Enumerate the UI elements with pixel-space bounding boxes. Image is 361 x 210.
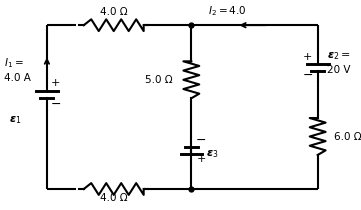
Text: $I_2 = 4.0$: $I_2 = 4.0$ <box>208 5 246 18</box>
Text: +: + <box>197 154 206 164</box>
Text: −: − <box>196 134 207 147</box>
Text: 20 V: 20 V <box>327 65 350 75</box>
Text: 4.0 A: 4.0 A <box>4 73 30 83</box>
Text: +: + <box>303 52 312 62</box>
Text: +: + <box>51 78 61 88</box>
Text: 4.0 Ω: 4.0 Ω <box>100 193 127 203</box>
Text: 4.0 Ω: 4.0 Ω <box>100 7 127 17</box>
Text: $\boldsymbol{\epsilon}_3$: $\boldsymbol{\epsilon}_3$ <box>206 148 218 160</box>
Text: $\boldsymbol{\epsilon}_1$: $\boldsymbol{\epsilon}_1$ <box>9 114 22 126</box>
Text: 6.0 Ω: 6.0 Ω <box>334 131 361 142</box>
Text: −: − <box>51 97 61 110</box>
Text: 5.0 Ω: 5.0 Ω <box>145 75 173 85</box>
Text: −: − <box>302 69 313 82</box>
Text: $\boldsymbol{\epsilon}_2 =$: $\boldsymbol{\epsilon}_2 =$ <box>327 50 351 62</box>
Text: $I_1=$: $I_1=$ <box>4 56 23 70</box>
